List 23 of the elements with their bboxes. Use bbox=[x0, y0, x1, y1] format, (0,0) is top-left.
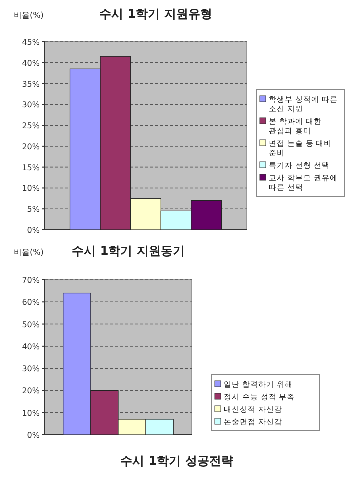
y-tick-label: 10% bbox=[22, 184, 40, 194]
y-tick-label: 30% bbox=[22, 364, 40, 374]
chart-title: 수시 1학기 지원유형 bbox=[100, 7, 212, 21]
y-tick-label: 30% bbox=[22, 100, 40, 110]
y-tick-label: 40% bbox=[22, 342, 40, 352]
y-tick-label: 0% bbox=[27, 226, 40, 235]
y-tick-label: 10% bbox=[22, 408, 40, 418]
y-tick-label: 0% bbox=[27, 431, 40, 440]
y-axis-title: 비율(%) bbox=[14, 11, 44, 20]
chart-title: 수시 1학기 지원동기 bbox=[72, 244, 185, 258]
y-tick-label: 50% bbox=[22, 320, 40, 330]
text: 수시 1학기 성공전략 bbox=[120, 454, 234, 468]
y-axis-title: 비율(%) bbox=[14, 248, 44, 257]
y-tick-label: 60% bbox=[22, 298, 40, 308]
y-tick-label: 20% bbox=[22, 386, 40, 396]
y-tick-label: 70% bbox=[22, 276, 40, 285]
y-tick-label: 45% bbox=[22, 38, 40, 47]
y-tick-label: 40% bbox=[22, 58, 40, 68]
y-tick-label: 5% bbox=[27, 205, 40, 214]
y-tick-label: 20% bbox=[22, 142, 40, 152]
y-tick-label: 25% bbox=[22, 122, 40, 131]
y-tick-label: 35% bbox=[22, 80, 40, 89]
y-tick-label: 15% bbox=[22, 163, 40, 172]
